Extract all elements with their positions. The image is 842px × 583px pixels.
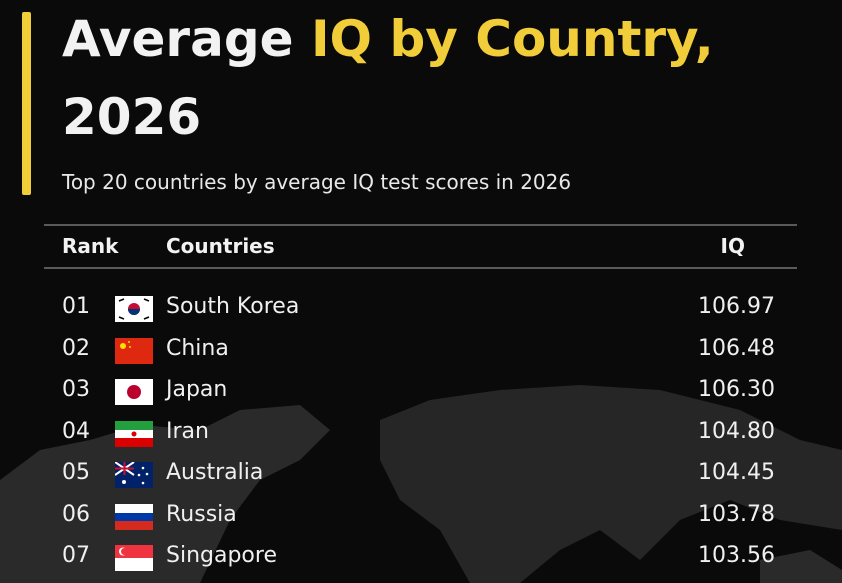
column-header: Rank [62,234,119,258]
rank: 02 [62,336,90,361]
title-part: Average [62,10,294,68]
iq: 103.78 [698,502,775,527]
flag [115,296,153,322]
rank: 06 [62,502,90,527]
table-row: 05 Australia 104.45 [0,452,842,492]
title-highlight: IQ by Country, [310,10,714,68]
subtitle: Top 20 countries by average IQ test scor… [62,170,572,194]
flag [115,462,153,488]
flag [115,379,153,405]
rank: 07 [62,543,90,568]
iq: 104.45 [698,460,775,485]
rank: 01 [62,294,90,319]
country: Japan [166,377,228,402]
iq: 106.30 [698,377,775,402]
table-row: 06 Russia 103.78 [0,494,842,534]
table-row: 07 Singapore 103.56 [0,535,842,575]
accent-bar [22,12,31,195]
country: Singapore [166,543,277,568]
iq: 104.80 [698,419,775,444]
iq: 106.48 [698,336,775,361]
rank: 03 [62,377,90,402]
rule [44,224,797,226]
country: Russia [166,502,237,527]
table-row: 04 Iran 104.80 [0,411,842,451]
table-row: 01 South Korea 106.97 [0,286,842,326]
title: Average IQ by Country, [62,14,714,64]
rank: 05 [62,460,90,485]
rule [44,267,797,269]
rank: 04 [62,419,90,444]
flag [115,545,153,571]
iq: 103.56 [698,543,775,568]
table-row: 02 China 106.48 [0,328,842,368]
world-map [0,385,842,583]
iq: 106.97 [698,294,775,319]
flag [115,504,153,530]
country: Australia [166,460,264,485]
table-row: 03 Japan 106.30 [0,369,842,409]
column-header: Countries [166,234,275,258]
country: China [166,336,229,361]
column-header: IQ [720,234,745,258]
flag [115,338,153,364]
country: South Korea [166,294,300,319]
title-year: 2026 [62,88,202,146]
flag [115,421,153,447]
country: Iran [166,419,209,444]
